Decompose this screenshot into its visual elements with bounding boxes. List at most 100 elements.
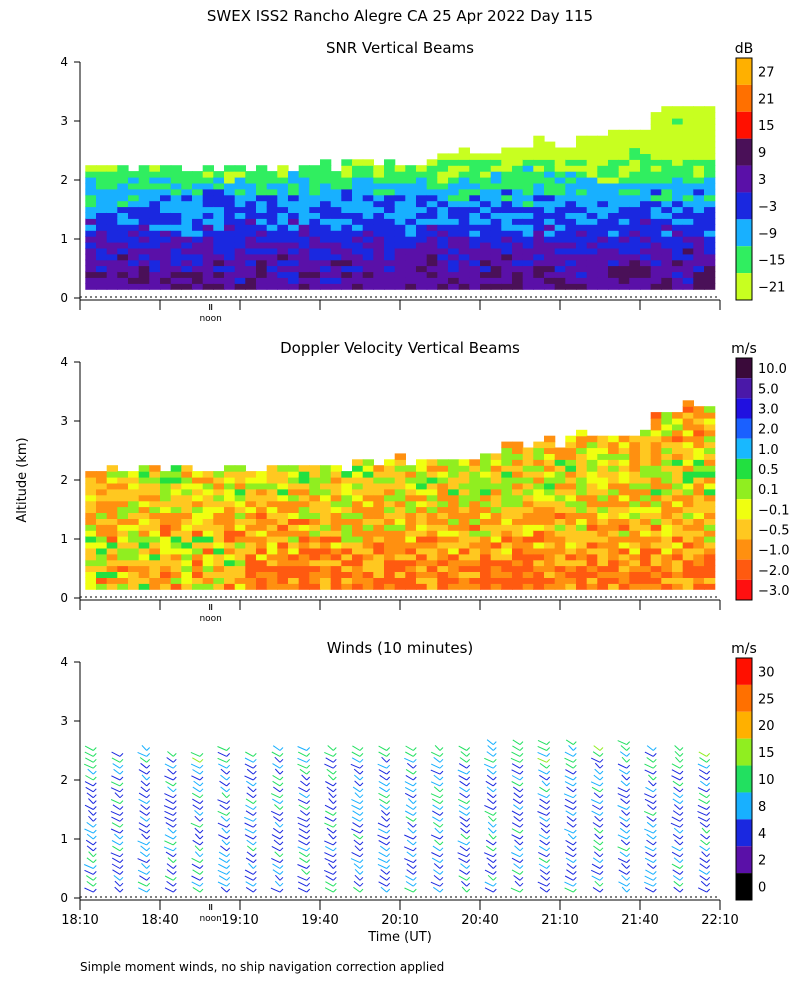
wind-barb-flag [226, 747, 231, 751]
heatmap-cell [640, 182, 652, 190]
heatmap-cell [416, 230, 428, 237]
heatmap-cell [618, 271, 630, 278]
heatmap-cell [405, 271, 417, 278]
wind-barb-flag [279, 871, 284, 875]
wind-barb-flag [599, 776, 604, 781]
heatmap-cell [117, 565, 129, 572]
wind-barb [298, 786, 307, 793]
wind-barb [540, 875, 548, 881]
heatmap-cell [672, 153, 684, 160]
wind-barb-flag [679, 753, 684, 757]
heatmap-cell [106, 224, 118, 231]
heatmap-cell [533, 159, 545, 166]
wind-barb [487, 874, 494, 881]
heatmap-cell [693, 577, 705, 584]
wind-barb-flag [706, 764, 711, 769]
heatmap-cell [565, 477, 577, 484]
heatmap-cell [362, 165, 374, 172]
heatmap-cell [256, 559, 268, 567]
heatmap-cell [608, 242, 620, 249]
wind-barb-flag [572, 871, 577, 875]
heatmap-cell [96, 165, 108, 172]
y-tick-label: 3 [60, 414, 68, 428]
heatmap-cell [661, 500, 673, 508]
heatmap-cell [234, 559, 246, 567]
wind-barb [672, 780, 681, 787]
wind-barb [164, 875, 174, 881]
wind-barb-flag [599, 853, 604, 858]
heatmap-cell [277, 524, 289, 531]
heatmap-cell [288, 206, 300, 213]
heatmap-cell [277, 271, 289, 278]
heatmap-cell [650, 165, 662, 172]
heatmap-cell [330, 577, 342, 584]
heatmap-cell [533, 242, 545, 249]
wind-barb [648, 774, 654, 781]
heatmap-cell [298, 283, 310, 290]
heatmap-cell [544, 153, 556, 160]
heatmap-cell [650, 200, 662, 208]
heatmap-cell [384, 271, 396, 278]
heatmap-cell [597, 224, 609, 231]
heatmap-cell [117, 277, 129, 284]
heatmap-cell [672, 112, 684, 119]
heatmap-cell [512, 488, 524, 496]
heatmap-cell [138, 530, 150, 537]
wind-barb [593, 745, 601, 751]
heatmap-cell [149, 536, 161, 543]
heatmap-cell [266, 542, 278, 549]
heatmap-cell [106, 518, 118, 525]
wind-barb-flag [519, 817, 524, 822]
wind-barb-flag [492, 764, 497, 769]
heatmap-cell [533, 447, 545, 454]
wind-barb-flag [146, 882, 151, 887]
heatmap-cell [106, 565, 118, 572]
wind-barb [274, 851, 281, 858]
heatmap-cell [501, 512, 513, 519]
wind-barb [324, 816, 334, 822]
heatmap-cell [394, 283, 406, 290]
heatmap-cell [170, 547, 182, 555]
heatmap-cell [426, 559, 438, 567]
wind-barb [618, 769, 627, 775]
heatmap-cell [224, 506, 236, 513]
heatmap-cell [618, 536, 630, 543]
heatmap-cell [160, 218, 172, 225]
heatmap-cell [330, 230, 342, 237]
heatmap-cell [224, 477, 236, 484]
heatmap-cell [138, 165, 150, 172]
wind-barb [191, 792, 201, 799]
wind-barb [621, 810, 628, 816]
wind-barb-flag [146, 812, 151, 816]
heatmap-cell [341, 488, 353, 496]
heatmap-cell [629, 194, 641, 202]
heatmap-cell [224, 465, 236, 472]
wind-barb-flag [706, 776, 711, 781]
heatmap-cell [565, 447, 577, 454]
heatmap-cell [373, 182, 385, 190]
heatmap-cell [490, 253, 502, 261]
wind-barb [539, 822, 547, 828]
heatmap-cell [544, 253, 556, 261]
heatmap-cell [565, 524, 577, 531]
wind-barb-flag [172, 847, 177, 852]
heatmap-cell [458, 153, 470, 160]
wind-barb [538, 851, 547, 858]
wind-barb-flag [572, 788, 577, 793]
heatmap-cell [480, 506, 492, 513]
heatmap-cell [554, 147, 566, 154]
heatmap-cell [458, 506, 470, 513]
wind-barb-flag [279, 882, 284, 887]
wind-barb-flag [119, 776, 124, 781]
heatmap-cell [693, 453, 705, 460]
heatmap-cell [618, 518, 630, 525]
heatmap-cell [224, 165, 236, 172]
heatmap-cell [224, 530, 236, 537]
heatmap-cell [106, 536, 118, 543]
colorbar-swatch [736, 58, 752, 85]
heatmap-cell [576, 147, 588, 154]
wind-barb [459, 869, 467, 875]
wind-barb-flag [626, 835, 631, 840]
heatmap-cell [533, 277, 545, 284]
heatmap-cell [490, 206, 502, 213]
